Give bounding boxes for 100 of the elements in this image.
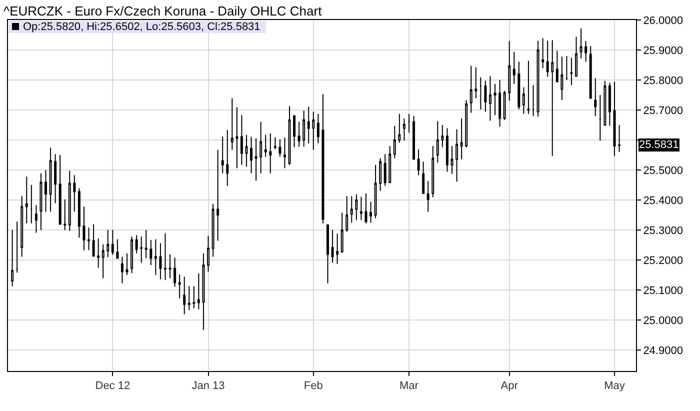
candlestick — [274, 136, 276, 150]
candlestick — [92, 224, 95, 257]
candlestick — [102, 244, 104, 279]
candlestick — [355, 194, 358, 221]
y-tick-label: 26.0000 — [643, 14, 683, 27]
candlestick — [446, 128, 448, 172]
candlestick — [54, 154, 57, 204]
candlestick — [269, 132, 272, 174]
candlestick — [106, 230, 110, 258]
x-tick-label: Mar — [400, 380, 419, 392]
candlestick — [350, 196, 353, 224]
y-tick-label: 25.3000 — [643, 224, 683, 237]
candlestick — [374, 164, 377, 219]
candlestick — [364, 192, 368, 224]
candlestick — [20, 196, 24, 258]
candlestick — [370, 201, 372, 224]
candlestick — [326, 224, 329, 284]
candlestick — [168, 254, 172, 279]
candlestick — [508, 40, 511, 102]
y-tick-label: 25.7000 — [643, 104, 683, 117]
candlestick — [264, 134, 267, 158]
candlestick — [432, 146, 434, 198]
candlestick — [488, 76, 492, 122]
candlestick — [527, 60, 530, 114]
x-tick-label: Feb — [304, 380, 323, 392]
candlestick — [188, 286, 190, 311]
candlestick — [384, 154, 386, 186]
candlestick — [25, 176, 28, 224]
candlestick — [278, 138, 282, 158]
candlestick — [522, 86, 525, 114]
x-tick-label: May — [604, 380, 626, 392]
candlestick — [560, 56, 564, 101]
candlestick — [470, 65, 472, 114]
candlestick — [97, 238, 100, 268]
candlestick — [441, 124, 444, 148]
candlestick — [474, 66, 478, 99]
candlestick — [512, 51, 516, 84]
candlestick — [88, 227, 90, 251]
candlestick — [360, 196, 362, 221]
candlestick — [49, 147, 52, 212]
candlestick — [226, 130, 229, 186]
candlestick — [465, 100, 468, 148]
candlestick — [608, 82, 611, 126]
candlestick — [230, 98, 234, 150]
candlestick — [398, 113, 401, 144]
y-tick-label: 25.8000 — [643, 74, 683, 87]
candlestick — [302, 110, 306, 148]
candlestick — [580, 28, 582, 59]
candlestick — [536, 40, 540, 118]
x-tick-label: Apr — [500, 380, 518, 392]
candlestick — [212, 203, 214, 258]
candlestick — [221, 136, 224, 174]
y-tick-label: 25.5000 — [643, 164, 683, 177]
candlestick — [402, 118, 406, 142]
candlestick — [598, 94, 602, 142]
candlestick — [183, 276, 186, 315]
candlestick — [556, 50, 558, 82]
candlestick — [144, 230, 148, 259]
candlestick — [551, 40, 554, 156]
chart-title: ^EURCZK - Euro Fx/Czech Koruna - Daily OHLC Chart — [4, 3, 322, 18]
candlestick — [312, 111, 315, 150]
candlestick — [450, 146, 454, 174]
candlestick — [154, 238, 157, 276]
candlestick — [346, 196, 348, 232]
y-tick-label: 25.0000 — [643, 314, 683, 327]
candlestick — [479, 76, 482, 110]
candlestick — [307, 106, 310, 144]
candlestick — [260, 121, 262, 174]
candlestick — [613, 81, 616, 156]
candlestick — [111, 230, 114, 256]
candlestick — [589, 46, 592, 99]
candlestick — [135, 234, 138, 254]
candlestick — [140, 236, 143, 264]
candlestick — [192, 286, 196, 309]
candlestick — [422, 161, 425, 194]
candlestick — [340, 212, 344, 254]
candlestick — [68, 170, 71, 232]
x-tick-label: Jan 13 — [192, 380, 225, 392]
candlestick — [40, 172, 42, 230]
candlestick — [174, 257, 176, 288]
candlestick — [436, 120, 439, 164]
y-tick-label: 25.1000 — [643, 284, 683, 297]
candlestick — [197, 272, 200, 310]
annotation: Op:25.5820, Hi:25.6502, Lo:25.5603, Cl:25.5831 — [23, 21, 260, 33]
candlestick — [283, 137, 286, 169]
candlestick — [120, 256, 124, 284]
candlestick — [570, 57, 573, 86]
candlestick — [202, 252, 205, 330]
candlestick — [64, 198, 66, 230]
candlestick — [594, 78, 597, 116]
y-tick-label: 25.4000 — [643, 194, 683, 207]
candlestick — [532, 84, 534, 116]
candlestick — [331, 230, 334, 264]
candlestick — [216, 149, 220, 242]
candlestick — [412, 116, 416, 160]
candlestick — [316, 113, 320, 144]
candlestick — [236, 106, 238, 169]
candlestick — [78, 188, 80, 238]
text: 25.5831 — [639, 139, 679, 151]
candlestick — [73, 174, 76, 212]
